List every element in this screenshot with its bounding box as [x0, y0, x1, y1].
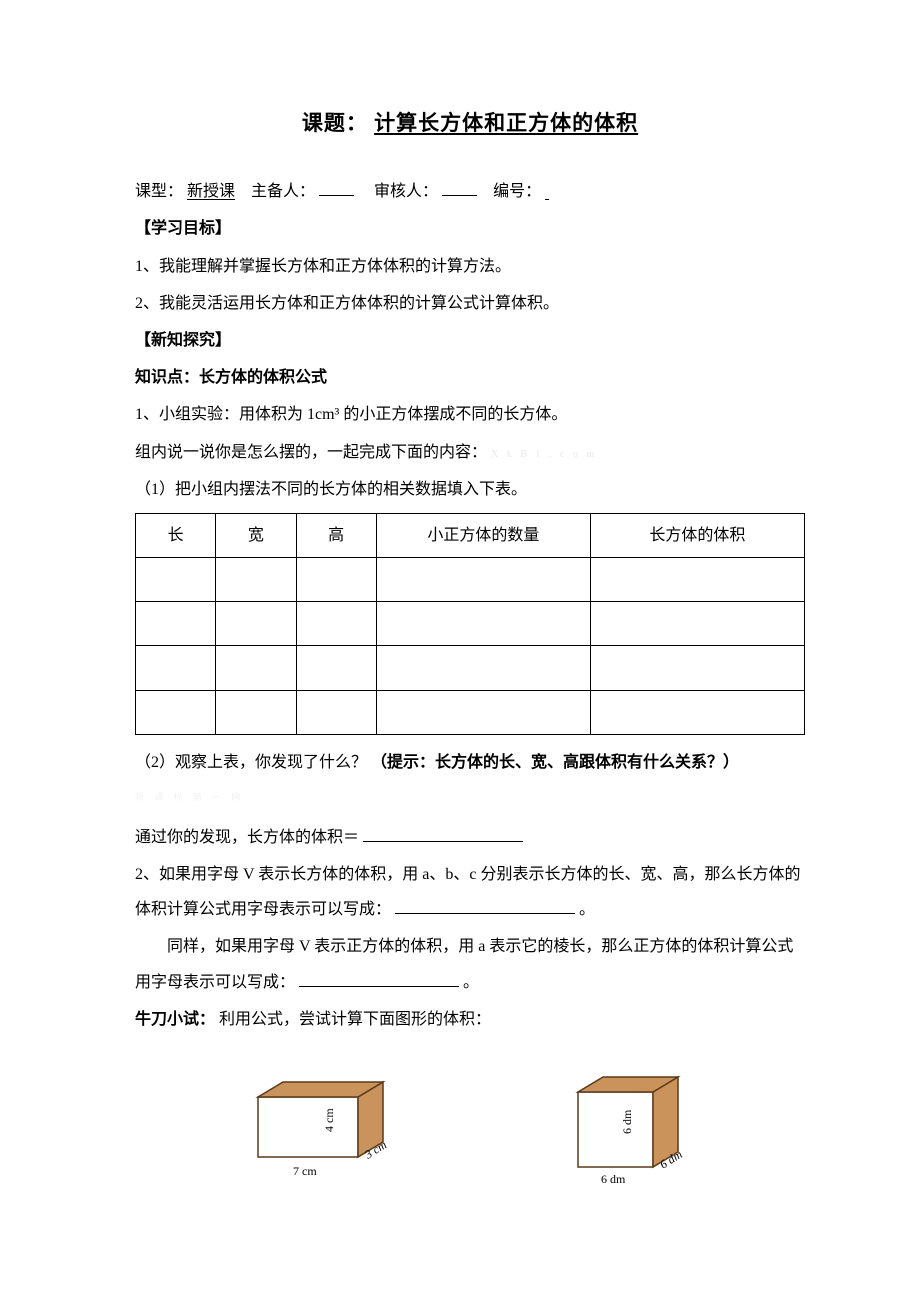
- type-value: 新授课: [187, 183, 235, 200]
- practice-label: 牛刀小试：: [135, 1011, 215, 1028]
- number-blank[interactable]: [545, 183, 549, 200]
- step-1: （1）把小组内摆法不同的长方体的相关数据填入下表。: [135, 472, 805, 507]
- th-width: 宽: [216, 513, 296, 557]
- number-label: 编号：: [493, 183, 541, 200]
- practice-text: 利用公式，尝试计算下面图形的体积：: [219, 1011, 491, 1028]
- cube-figure: 6 dm 6 dm 6 dm: [553, 1067, 713, 1210]
- exp-line-2-text: 组内说一说你是怎么摆的，一起完成下面的内容：: [135, 444, 487, 461]
- table-cell[interactable]: [216, 602, 296, 646]
- table-cell[interactable]: [376, 690, 590, 734]
- table-cell[interactable]: [216, 690, 296, 734]
- cube-icon: 6 dm 6 dm 6 dm: [553, 1067, 713, 1197]
- table-cell[interactable]: [590, 646, 804, 690]
- reviewer-blank[interactable]: [442, 180, 477, 196]
- figures-row: 4 cm 7 cm 3 cm 6 dm 6 dm 6 dm: [135, 1067, 805, 1210]
- table-cell[interactable]: [296, 602, 376, 646]
- reviewer-label: 审核人：: [374, 183, 438, 200]
- meta-line: 课型： 新授课 主备人： 审核人： 编号：: [135, 174, 805, 209]
- th-count: 小正方体的数量: [376, 513, 590, 557]
- cuboid-icon: 4 cm 7 cm 3 cm: [228, 1067, 408, 1197]
- formula-v1: 2、如果用字母 V 表示长方体的体积，用 a、b、c 分别表示长方体的长、宽、高…: [135, 857, 805, 927]
- step-2-hint: （提示：长方体的长、宽、高跟体积有什么关系？）: [371, 754, 739, 771]
- page-title: 课题： 计算长方体和正方体的体积: [135, 100, 805, 146]
- th-volume: 长方体的体积: [590, 513, 804, 557]
- knowledge-point: 知识点：长方体的体积公式: [135, 360, 805, 395]
- watermark-1: X k B 1 . c o m: [491, 449, 597, 460]
- svg-text:6 dm: 6 dm: [601, 1172, 626, 1186]
- finding-line: 通过你的发现，长方体的体积＝: [135, 820, 805, 855]
- title-prefix: 课题：: [302, 111, 368, 135]
- period-1: 。: [579, 901, 595, 918]
- table-cell[interactable]: [296, 690, 376, 734]
- goal-2: 2、我能灵活运用长方体和正方体体积的计算公式计算体积。: [135, 286, 805, 321]
- table-cell[interactable]: [590, 602, 804, 646]
- data-table: 长 宽 高 小正方体的数量 长方体的体积: [135, 513, 805, 735]
- finding-blank[interactable]: [363, 826, 523, 842]
- watermark-2: 新 课 标 第 一 网: [135, 788, 805, 808]
- formula-v2: 同样，如果用字母 V 表示正方体的体积，用 a 表示它的棱长，那么正方体的体积计…: [135, 929, 805, 999]
- svg-text:7 cm: 7 cm: [293, 1164, 317, 1178]
- table-cell[interactable]: [216, 558, 296, 602]
- svg-text:6 dm: 6 dm: [620, 1109, 634, 1134]
- goal-1: 1、我能理解并掌握长方体和正方体体积的计算方法。: [135, 249, 805, 284]
- formula-v1-blank[interactable]: [395, 898, 575, 914]
- table-cell[interactable]: [590, 690, 804, 734]
- table-row: [136, 602, 805, 646]
- table-row: [136, 558, 805, 602]
- table-cell[interactable]: [296, 646, 376, 690]
- table-cell[interactable]: [136, 646, 216, 690]
- table-cell[interactable]: [376, 558, 590, 602]
- type-label: 课型：: [135, 183, 183, 200]
- explore-heading: 【新知探究】: [135, 323, 805, 358]
- table-cell[interactable]: [590, 558, 804, 602]
- table-cell[interactable]: [136, 690, 216, 734]
- author-blank[interactable]: [319, 180, 354, 196]
- table-cell[interactable]: [136, 602, 216, 646]
- practice-line: 牛刀小试： 利用公式，尝试计算下面图形的体积：: [135, 1002, 805, 1037]
- table-cell[interactable]: [216, 646, 296, 690]
- table-cell[interactable]: [376, 602, 590, 646]
- th-height: 高: [296, 513, 376, 557]
- exp-line-1: 1、小组实验：用体积为 1cm³ 的小正方体摆成不同的长方体。: [135, 397, 805, 432]
- formula-v2-blank[interactable]: [299, 971, 459, 987]
- title-text: 计算长方体和正方体的体积: [374, 111, 638, 135]
- table-row: [136, 646, 805, 690]
- goals-heading: 【学习目标】: [135, 211, 805, 246]
- finding-text: 通过你的发现，长方体的体积＝: [135, 829, 359, 846]
- th-length: 长: [136, 513, 216, 557]
- author-label: 主备人：: [251, 183, 315, 200]
- table-header-row: 长 宽 高 小正方体的数量 长方体的体积: [136, 513, 805, 557]
- table-cell[interactable]: [136, 558, 216, 602]
- step-2-text: （2）观察上表，你发现了什么？: [135, 754, 367, 771]
- svg-text:4 cm: 4 cm: [322, 1108, 336, 1132]
- table-cell[interactable]: [296, 558, 376, 602]
- cuboid-figure: 4 cm 7 cm 3 cm: [228, 1067, 408, 1210]
- step-2: （2）观察上表，你发现了什么？ （提示：长方体的长、宽、高跟体积有什么关系？）: [135, 745, 805, 780]
- table-row: [136, 690, 805, 734]
- exp-line-2: 组内说一说你是怎么摆的，一起完成下面的内容： X k B 1 . c o m: [135, 435, 805, 470]
- period-2: 。: [463, 974, 479, 991]
- table-cell[interactable]: [376, 646, 590, 690]
